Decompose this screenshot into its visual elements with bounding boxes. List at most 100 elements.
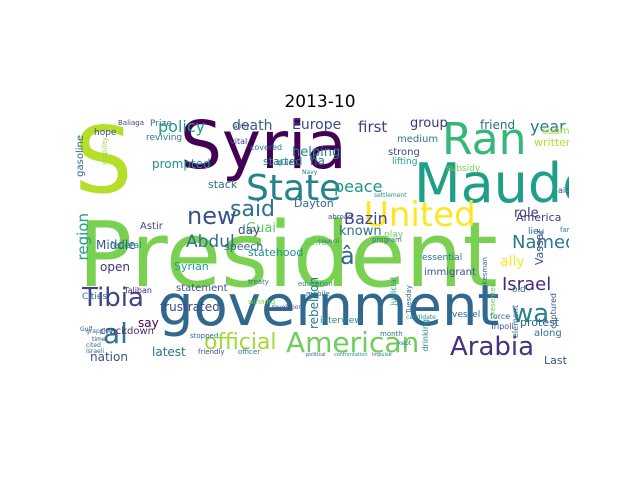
cloud-word-vessel: vessel <box>452 310 481 320</box>
cloud-word-month: month <box>380 330 403 338</box>
cloud-word-kept: kept <box>398 340 412 347</box>
cloud-word-syrian: Syrian <box>174 260 209 273</box>
cloud-word-essential: essential <box>422 253 463 263</box>
cloud-word-guai: Guai <box>246 221 276 236</box>
cloud-word-tibia: Tibia <box>82 283 144 313</box>
cloud-word-written: written <box>534 136 569 149</box>
cloud-word-peace: peace <box>334 177 383 196</box>
cloud-word-submit: submit <box>542 126 569 137</box>
cloud-word-quiet: quiet <box>276 158 297 167</box>
cloud-word-aid: aid <box>558 186 569 195</box>
cloud-word-abdul: Abdul <box>186 232 235 252</box>
cloud-word-state: State <box>246 168 342 209</box>
cloud-word-ran: Ran <box>442 117 527 165</box>
cloud-word-education: education <box>298 280 333 288</box>
cloud-word-s: S <box>74 117 133 214</box>
cloud-word-grappled: grappled <box>86 328 113 335</box>
cloud-word-drinking: drinking <box>421 319 430 352</box>
cloud-word-day: day <box>238 223 261 237</box>
cloud-word-reviving: reviving <box>146 133 183 143</box>
cloud-word-friendly: friendly <box>198 348 225 356</box>
cloud-word-wa: wa <box>512 299 550 329</box>
cloud-word-mobile: mobile <box>306 290 330 298</box>
cloud-word-stopped: stopped <box>190 332 219 340</box>
cloud-word-tripoli: Tripoli <box>490 322 514 331</box>
cloud-word-government: government <box>158 274 500 339</box>
cloud-word-settlement: settlement <box>374 192 407 199</box>
cloud-word-america: America <box>516 211 562 224</box>
cloud-word-dayton: Dayton <box>294 197 334 210</box>
cloud-word-policy: policy <box>158 117 206 136</box>
cloud-word-helping: helping <box>292 145 341 160</box>
cloud-word-al: al <box>103 317 128 350</box>
cloud-word-word: â <box>340 242 355 270</box>
cloud-word-israel: Israel <box>502 274 552 295</box>
cloud-word-bazin: Bazin <box>344 209 388 228</box>
cloud-word-say: say <box>138 316 159 330</box>
cloud-word-said: said <box>230 197 276 222</box>
cloud-word-ally: ally <box>500 254 525 270</box>
cloud-word-lifting: lifting <box>392 157 418 167</box>
cloud-word-impulse: impulse <box>372 352 392 358</box>
cloud-word-time: time <box>92 336 106 343</box>
cloud-word-immigrant: immigrant <box>424 267 476 278</box>
cloud-word-play: play <box>384 230 404 240</box>
cloud-word-last: Last <box>544 354 567 366</box>
cloud-word-europe: Europe <box>292 117 342 133</box>
cloud-word-navy: Navy <box>302 169 318 176</box>
cloud-word-open: open <box>100 260 130 274</box>
cloud-word-spokesman: spokesman <box>481 257 489 297</box>
cloud-word-army: army <box>234 123 250 130</box>
cloud-word-gasoline: gasoline <box>75 135 86 177</box>
cloud-word-speech: speech <box>224 240 264 253</box>
cloud-word-captured: captured <box>549 293 558 329</box>
cloud-word-role: role <box>514 206 539 221</box>
cloud-word-started: started <box>263 155 303 168</box>
cloud-word-president: President <box>78 203 498 308</box>
figure-title: 2013-10 <box>284 92 356 112</box>
cloud-word-astir: Astir <box>140 221 163 232</box>
cloud-word-statement: statement <box>176 283 228 294</box>
cloud-word-lieu: lieu <box>528 227 545 237</box>
cloud-word-subsidy: subsidy <box>446 164 481 174</box>
cloud-word-first: first <box>358 118 388 136</box>
cloud-word-prompted: prompted <box>152 157 211 171</box>
cloud-word-candidate: candidate <box>406 314 436 321</box>
cloud-word-winning: winning <box>248 298 276 306</box>
cloud-word-death: death <box>232 118 273 134</box>
cloud-word-frustrated: frustrated <box>160 300 220 314</box>
cloud-word-maude: Maude <box>414 152 569 215</box>
cloud-word-medium: medium <box>397 134 439 145</box>
cloud-word-group: group <box>410 117 448 131</box>
cloud-word-stack: stack <box>208 178 238 191</box>
cloud-word-ha: ha <box>310 154 325 168</box>
cloud-word-named: Named <box>512 232 569 253</box>
cloud-word-vital: vital <box>230 137 248 146</box>
cloud-word-baliaga: Baliaga <box>118 119 145 127</box>
cloud-word-family: family <box>560 226 569 234</box>
cloud-word-interview: interview <box>320 316 362 326</box>
cloud-word-official: official <box>204 330 277 355</box>
cloud-word-cited: cited <box>86 342 101 349</box>
cloud-word-cities: Cities <box>82 292 108 302</box>
cloud-word-revolution: revolution <box>272 304 303 311</box>
cloud-word-latest: latest <box>152 345 186 359</box>
cloud-word-along: along <box>534 328 562 339</box>
cloud-word-judicial: judicial <box>389 277 398 306</box>
cloud-word-tuesday: Tuesday <box>405 285 413 314</box>
cloud-word-presented: presented <box>489 283 497 319</box>
cloud-word-syria: Syria <box>180 117 347 184</box>
cloud-word-hope: hope <box>94 128 117 138</box>
cloud-word-crackdown: crackdown <box>100 326 155 337</box>
cloud-word-force: force <box>490 312 511 321</box>
cloud-word-treaty: treaty <box>248 278 269 286</box>
cloud-word-strong: strong <box>388 147 420 158</box>
cloud-word-year: year <box>530 117 566 136</box>
cloud-word-ohio: Ohio <box>304 237 328 248</box>
cloud-word-friend: friend <box>480 118 516 132</box>
cloud-word-officer: officer <box>238 348 261 356</box>
cloud-word-israeli: Israeli <box>86 348 105 355</box>
cloud-word-stability: stability <box>101 137 109 165</box>
cloud-word-known: known <box>339 224 382 239</box>
